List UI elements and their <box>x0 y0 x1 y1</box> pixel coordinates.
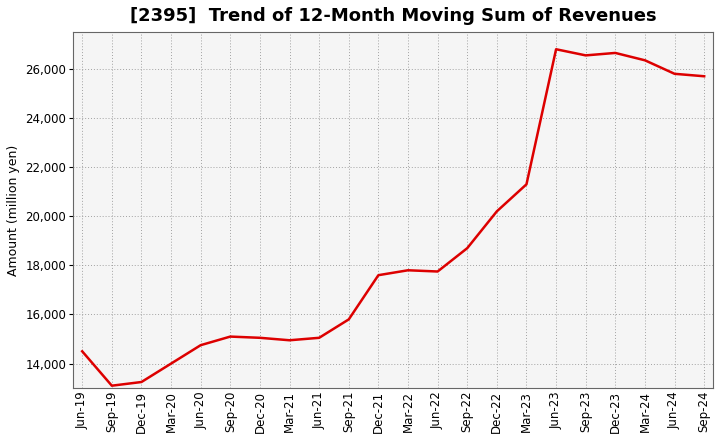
Title: [2395]  Trend of 12-Month Moving Sum of Revenues: [2395] Trend of 12-Month Moving Sum of R… <box>130 7 657 25</box>
Y-axis label: Amount (million yen): Amount (million yen) <box>7 144 20 276</box>
